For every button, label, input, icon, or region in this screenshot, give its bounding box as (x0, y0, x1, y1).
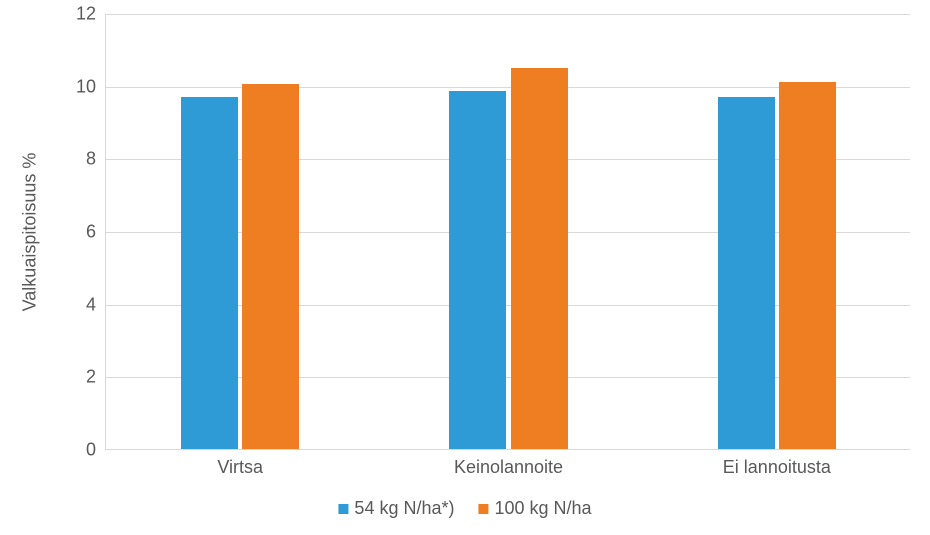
plot-area: 024681012VirtsaKeinolannoiteEi lannoitus… (105, 14, 910, 450)
bar (718, 97, 775, 449)
bar (181, 97, 238, 449)
y-tick-label: 8 (86, 149, 106, 170)
x-tick-label: Keinolannoite (454, 449, 563, 478)
y-tick-label: 2 (86, 367, 106, 388)
x-tick-label: Ei lannoitusta (723, 449, 831, 478)
bar-chart: 0 2 4 6 8 10 12 Virtsa Keinolannoite Ei lannoitus… (0, 0, 930, 535)
y-tick-label: 10 (76, 76, 106, 97)
legend-swatch (478, 504, 488, 514)
y-tick-label: 4 (86, 294, 106, 315)
legend-label: 54 kg N/ha*) (354, 498, 454, 519)
bar (449, 91, 506, 449)
y-tick-label: 6 (86, 222, 106, 243)
y-tick-label: 0 (86, 440, 106, 461)
y-tick-label: 12 (76, 4, 106, 25)
gridline (106, 14, 910, 15)
bar (779, 82, 836, 449)
legend: 54 kg N/ha*) 100 kg N/ha (338, 498, 591, 519)
legend-item: 54 kg N/ha*) (338, 498, 454, 519)
legend-swatch (338, 504, 348, 514)
bar (242, 84, 299, 449)
x-tick-label: Virtsa (217, 449, 263, 478)
legend-item: 100 kg N/ha (478, 498, 591, 519)
legend-label: 100 kg N/ha (494, 498, 591, 519)
bar (511, 68, 568, 450)
y-axis-title: Valkuaispitoisuus % (20, 153, 41, 312)
